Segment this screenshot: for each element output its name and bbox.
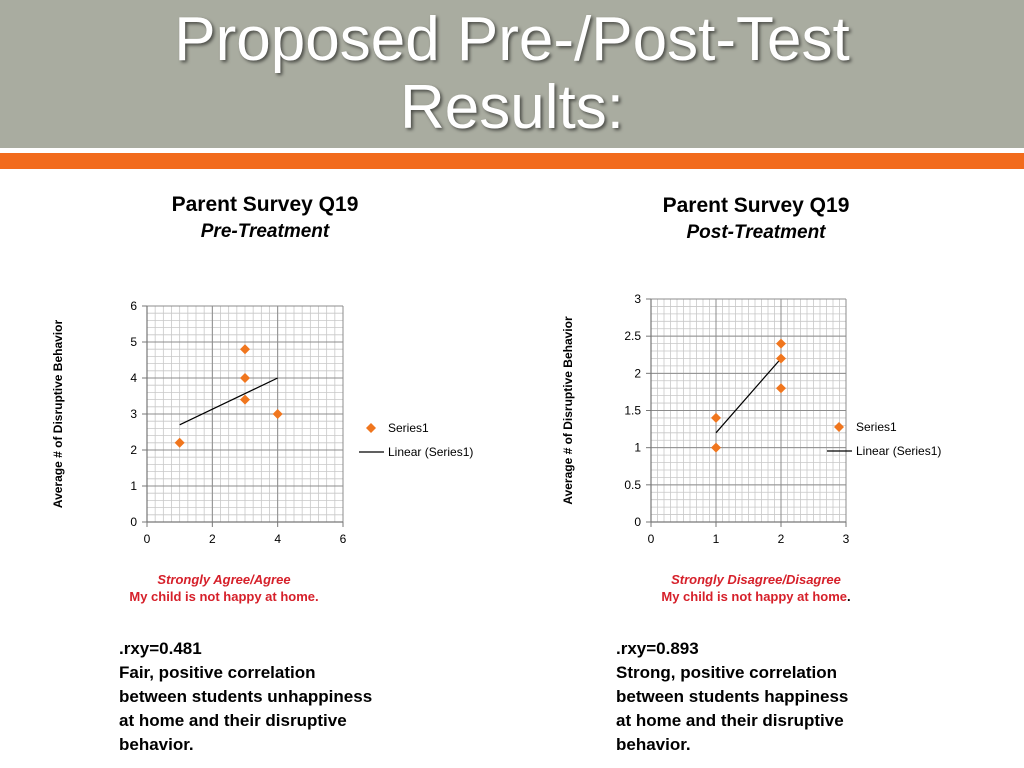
slide-title-line-2: Results: (400, 73, 624, 142)
y-tick-label: 0.5 (624, 478, 641, 492)
y-tick-label: 3 (634, 292, 641, 306)
slide-title-line-1: Proposed Pre-/Post-Test (174, 5, 850, 74)
slide-title: Proposed Pre-/Post-Test Results: (0, 6, 1024, 142)
y-tick-label: 1.5 (624, 404, 641, 418)
x-tick-label: 1 (713, 532, 720, 546)
post-stat-line: between students happiness (616, 687, 849, 706)
data-point (240, 344, 250, 355)
y-tick-label: 2.5 (624, 329, 641, 343)
data-point (711, 412, 721, 423)
data-point (776, 338, 786, 349)
post-correlation-summary: .rxy=0.893 Strong, positive correlation … (616, 637, 848, 757)
post-caption-question-text: My child is not happy at home (661, 589, 847, 604)
data-point (272, 409, 283, 419)
y-tick-label: 1 (130, 479, 137, 493)
pre-chart-subtitle: Pre-Treatment (200, 221, 330, 242)
y-axis-title: Average # of Disruptive Behavior (561, 316, 575, 505)
post-stat-line: behavior. (616, 735, 691, 754)
x-tick-label: 6 (340, 532, 347, 546)
x-tick-label: 4 (274, 532, 281, 546)
pre-correlation-summary: .rxy=0.481 Fair, positive correlation be… (119, 637, 372, 757)
pre-stat-line: behavior. (119, 735, 194, 754)
post-caption-response: Strongly Disagree/Disagree (671, 572, 841, 587)
y-tick-label: 0 (634, 515, 641, 529)
pre-stat-line: .rxy=0.481 (119, 639, 202, 658)
pre-stat-line: Fair, positive correlation (119, 663, 316, 682)
accent-bar (0, 153, 1024, 169)
x-tick-label: 0 (144, 532, 151, 546)
data-point (776, 353, 786, 364)
data-point (711, 442, 721, 453)
x-tick-label: 0 (648, 532, 655, 546)
post-stat-line: at home and their disruptive (616, 711, 844, 730)
pre-caption-question: My child is not happy at home. (74, 589, 374, 604)
trendline (179, 377, 278, 426)
y-tick-label: 0 (130, 515, 137, 529)
pre-caption-response: Strongly Agree/Agree (157, 572, 291, 587)
legend-trendline-label: Linear (Series1) (856, 444, 941, 458)
y-tick-label: 5 (130, 335, 137, 349)
y-tick-label: 6 (130, 299, 137, 313)
pre-stat-line: between students unhappiness (119, 687, 373, 706)
y-tick-label: 2 (130, 443, 137, 457)
pre-stat-line: at home and their disruptive (119, 711, 347, 730)
post-stat-line: Strong, positive correlation (616, 663, 838, 682)
y-tick-label: 4 (130, 371, 137, 385)
data-point (240, 373, 250, 383)
post-chart-title: Parent Survey Q19 (662, 194, 850, 217)
data-point (174, 437, 185, 448)
data-point (776, 383, 786, 394)
title-band (0, 0, 1024, 148)
post-caption-suffix: . (847, 589, 851, 604)
pre-chart-title: Parent Survey Q19 (171, 193, 359, 216)
post-chart-subtitle: Post-Treatment (686, 222, 826, 243)
legend-trendline-label: Linear (Series1) (388, 445, 473, 459)
trendline (715, 358, 782, 434)
y-axis-title: Average # of Disruptive Behavior (51, 320, 65, 509)
pre-caption-question-text: My child is not happy at home. (129, 589, 319, 604)
legend-marker (834, 422, 844, 432)
y-tick-label: 1 (634, 441, 641, 455)
post-caption-question: My child is not happy at home. (606, 589, 906, 604)
post-stat-line: .rxy=0.893 (616, 639, 699, 658)
y-tick-label: 3 (130, 407, 137, 421)
legend-series-label: Series1 (856, 420, 897, 434)
legend-marker (366, 423, 376, 433)
x-tick-label: 2 (778, 532, 785, 546)
data-point (240, 394, 250, 405)
legend-series-label: Series1 (388, 421, 429, 435)
y-tick-label: 2 (634, 366, 641, 380)
x-tick-label: 2 (209, 532, 216, 546)
x-tick-label: 3 (843, 532, 850, 546)
